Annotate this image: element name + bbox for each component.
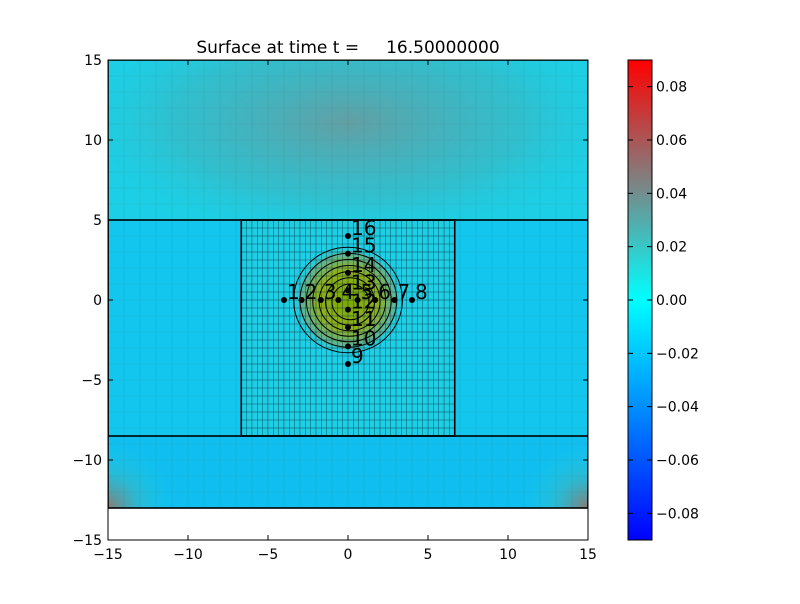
gauge-label: 10	[351, 326, 376, 350]
plot-area: 12345678910111213141516	[108, 60, 588, 540]
surface-band-left	[108, 220, 242, 436]
contour-line	[312, 265, 387, 337]
gauge-point	[391, 297, 398, 303]
gauge-point	[345, 269, 351, 276]
surface-corner-right	[524, 444, 588, 508]
x-tick-label: 10	[499, 547, 517, 563]
gauge-label: 13	[351, 270, 376, 294]
gauge-point	[372, 297, 379, 303]
y-tick-label: −10	[72, 453, 102, 469]
gauge-point	[335, 297, 342, 303]
colorbar-tick-label: −0.06	[656, 453, 699, 469]
gauge-label: 5	[361, 280, 374, 304]
patch-boundaries	[108, 60, 588, 509]
x-tick-label: 15	[579, 547, 597, 563]
gauge-point	[345, 306, 351, 313]
gauge-point	[317, 297, 324, 303]
y-tick-label: 0	[93, 293, 102, 309]
gauge-point	[345, 361, 351, 367]
colorbar-tick-label: 0.06	[656, 133, 687, 149]
y-tick-label: 15	[84, 53, 102, 69]
gauge-label: 11	[351, 307, 376, 331]
surface-corner-left	[108, 444, 172, 508]
gauge-label: 3	[324, 280, 337, 304]
domain-boundary	[108, 60, 588, 509]
contour-line	[331, 283, 370, 321]
colorbar-tick-label: 0.08	[656, 80, 687, 96]
colorbar-tick-label: 0.04	[656, 186, 687, 202]
colorbar-ticks: 0.08 0.06 0.04 0.02 0.00 −0.02 −0.04 −0.06 −0.08	[628, 80, 699, 522]
x-tick-label: −10	[173, 547, 203, 563]
y-tick-label: −15	[72, 533, 102, 549]
y-tick-label: −5	[81, 373, 102, 389]
gauge-label: 1	[287, 280, 300, 304]
surface-band-right	[454, 220, 588, 436]
level3-boundary	[240, 219, 456, 437]
contour-line	[293, 246, 403, 354]
x-axis-ticks: −15 −10 −5 0 5 10 15	[93, 60, 597, 563]
y-tick-label: 5	[93, 213, 102, 229]
x-tick-label: 5	[424, 547, 433, 563]
gauge-point	[345, 343, 351, 350]
chart-title: Surface at time t = 16.50000000	[196, 38, 499, 58]
contour-line	[305, 258, 392, 343]
gauge-point	[345, 233, 351, 239]
gauge-label: 12	[351, 290, 376, 314]
gauge-label: 9	[351, 344, 364, 368]
gauge-point	[345, 287, 351, 294]
colorbar-tick-label: −0.02	[656, 346, 699, 362]
y-tick-label: 10	[84, 133, 102, 149]
gauge-point	[409, 297, 415, 303]
gauge-point	[281, 297, 287, 303]
gauge-point	[354, 297, 361, 303]
gauge-point	[345, 324, 351, 331]
colorbar-tick-label: 0.00	[656, 293, 687, 309]
gauge-label: 6	[378, 280, 391, 304]
x-tick-label: −5	[258, 547, 279, 563]
gauge-label: 14	[351, 253, 376, 277]
gauge-label: 16	[351, 216, 376, 240]
gauge-label: 8	[415, 280, 428, 304]
x-tick-label: 0	[344, 547, 353, 563]
gauge-markers: 12345678910111213141516	[281, 216, 428, 368]
colorbar-tick-label: −0.04	[656, 400, 699, 416]
gauge-label: 2	[305, 280, 318, 304]
gauge-point	[345, 250, 351, 257]
colorbar-tick-label: 0.02	[656, 240, 687, 256]
x-tick-label: −15	[93, 547, 123, 563]
colorbar-tick-label: −0.08	[656, 506, 699, 522]
gauge-point	[298, 297, 305, 303]
surface-band-bottom	[108, 436, 588, 508]
gauge-label: 15	[351, 234, 376, 258]
gauge-label: 7	[397, 280, 410, 304]
